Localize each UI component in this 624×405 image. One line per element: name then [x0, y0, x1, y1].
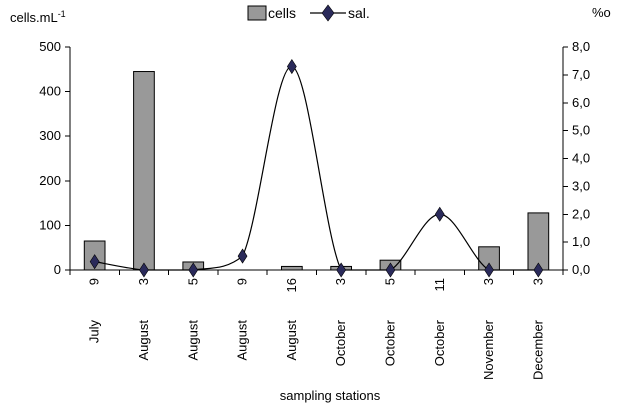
x-category-label: 11 October	[432, 278, 447, 366]
legend-swatch-cells	[247, 5, 267, 21]
x-category-label: 3 November	[481, 278, 496, 380]
salinity-markers	[89, 58, 544, 278]
x-category-day: 3	[481, 278, 496, 285]
y2-axis-title: %o	[592, 5, 611, 20]
x-category-month: August	[284, 320, 299, 361]
y-tick-label: 300	[39, 128, 61, 143]
x-category-month: July	[87, 320, 102, 344]
x-category-label: 3 December	[530, 278, 545, 380]
y-axis-ticks: 0 100 200 300 400 500	[39, 39, 70, 277]
legend-label-sal: sal.	[348, 5, 370, 21]
legend-label-cells: cells	[268, 5, 296, 21]
y2-tick-label: 5,0	[572, 123, 590, 138]
x-category-month: November	[481, 319, 496, 380]
x-category-label: 16 August	[284, 278, 299, 360]
salinity-marker	[188, 262, 199, 278]
x-category-label: 3 October	[333, 278, 348, 366]
x-category-day: 9	[87, 278, 102, 285]
x-category-day: 5	[382, 278, 397, 285]
y2-tick-label: 4,0	[572, 151, 590, 166]
x-category-label: 3 August	[136, 278, 151, 360]
y2-tick-label: 6,0	[572, 95, 590, 110]
legend: cells sal.	[247, 4, 370, 22]
y-axis-title: cells.mL-1	[10, 9, 66, 25]
x-category-label: 5 August	[185, 278, 200, 360]
x-category-day: 3	[136, 278, 151, 285]
x-category-month: December	[530, 319, 545, 380]
salinity-marker	[237, 248, 248, 264]
x-axis-ticks: 9 July 3 August 5 August 9 August 16 August 3 Octob…	[69, 270, 564, 380]
x-category-day: 9	[235, 278, 250, 285]
x-category-day: 3	[333, 278, 348, 285]
salinity-marker	[286, 58, 297, 75]
salinity-marker	[533, 262, 544, 278]
y2-tick-label: 2,0	[572, 206, 590, 221]
y2-tick-label: 3,0	[572, 178, 590, 193]
salinity-marker	[139, 262, 149, 278]
y2-tick-label: 8,0	[572, 39, 590, 54]
salinity-marker	[385, 262, 396, 278]
y2-axis-ticks: 0,0 1,0 2,0 3,0 4,0 5,0 6,0 7,0 8,0	[563, 39, 590, 277]
x-category-month: August	[185, 320, 200, 361]
salinity-marker	[434, 206, 445, 222]
x-category-month: October	[333, 319, 348, 366]
x-axis-title: sampling stations	[280, 388, 381, 403]
salinity-marker	[336, 262, 347, 278]
y-tick-label: 200	[39, 173, 61, 188]
cells-bar	[133, 71, 155, 271]
salinity-marker	[484, 262, 494, 278]
legend-marker-sal	[321, 4, 335, 22]
y2-tick-label: 1,0	[572, 234, 590, 249]
y-tick-label: 0	[54, 262, 61, 277]
y-tick-label: 100	[39, 217, 61, 232]
x-category-day: 5	[185, 278, 200, 285]
y-tick-label: 400	[39, 84, 61, 99]
x-category-label: 5 October	[382, 278, 397, 366]
y2-tick-label: 7,0	[572, 67, 590, 82]
salinity-line	[94, 65, 539, 271]
x-category-day: 3	[530, 278, 545, 285]
x-category-label: 9 August	[235, 278, 250, 360]
cells-bar	[527, 212, 550, 271]
x-category-label: 9 July	[87, 278, 102, 343]
y2-tick-label: 0,0	[572, 262, 590, 277]
x-category-month: October	[382, 319, 397, 366]
x-category-month: August	[235, 320, 250, 361]
salinity-curve	[94, 65, 539, 271]
y-tick-label: 500	[39, 39, 61, 54]
salinity-marker	[89, 254, 100, 270]
x-category-day: 16	[284, 278, 299, 292]
cells-bar	[280, 265, 303, 271]
x-category-day: 11	[432, 278, 447, 292]
x-category-month: August	[136, 320, 151, 361]
cells-bars	[83, 71, 550, 271]
x-category-month: October	[432, 319, 447, 366]
